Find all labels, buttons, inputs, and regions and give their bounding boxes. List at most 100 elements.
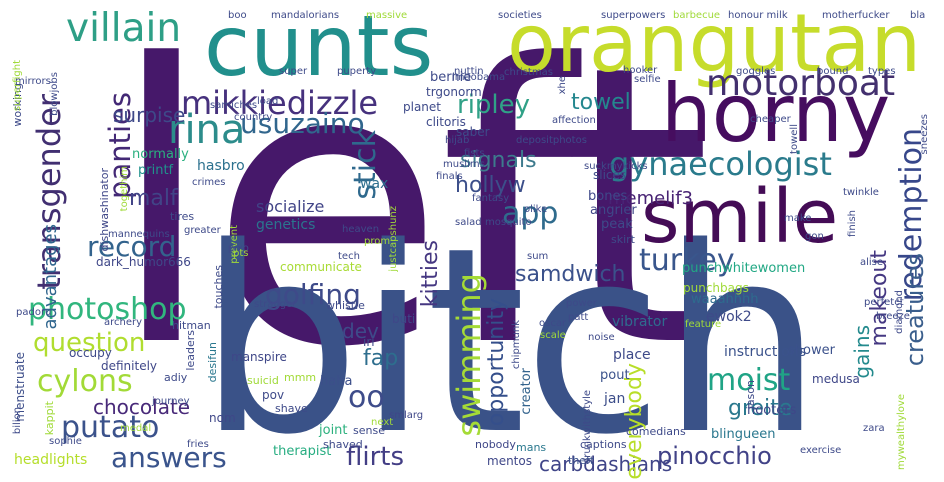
word: lmaobama bbox=[452, 72, 506, 83]
word: finish bbox=[847, 210, 858, 237]
word: hijab bbox=[445, 135, 470, 146]
word: question bbox=[33, 328, 146, 358]
word: pinocchio bbox=[657, 442, 772, 470]
word: moist bbox=[707, 363, 791, 398]
word: motorboat bbox=[706, 63, 896, 104]
word: sneezes bbox=[919, 114, 930, 155]
word: noise bbox=[588, 332, 615, 343]
word: communicate bbox=[280, 260, 362, 274]
word: golfing bbox=[265, 278, 361, 311]
word: fists bbox=[464, 148, 485, 159]
word: kappit bbox=[43, 401, 56, 436]
word: left bbox=[108, 0, 712, 431]
word: mentos bbox=[487, 454, 532, 468]
word: justcapshunz bbox=[388, 206, 399, 272]
word: load bbox=[257, 96, 279, 107]
word: finals bbox=[436, 171, 463, 182]
word: horny bbox=[661, 67, 891, 160]
word: flirts bbox=[346, 442, 405, 472]
word: honour milk bbox=[728, 10, 788, 21]
word: carbdashians bbox=[539, 452, 673, 476]
word: socialize bbox=[256, 197, 325, 216]
word: turkey bbox=[639, 243, 735, 278]
word: samdwich bbox=[515, 262, 626, 287]
word: opportunity bbox=[484, 298, 509, 427]
word: diamond bbox=[894, 290, 905, 334]
word: cunts bbox=[204, 0, 434, 95]
word: cylons bbox=[37, 364, 133, 399]
word: surpise bbox=[113, 103, 186, 127]
word: leaders bbox=[184, 330, 197, 371]
word: shave bbox=[275, 402, 308, 415]
word: blingueen bbox=[711, 427, 776, 442]
word: societies bbox=[498, 10, 542, 21]
word: answers bbox=[111, 441, 227, 474]
word: mans bbox=[516, 441, 547, 454]
word: gon bbox=[805, 231, 824, 242]
word: hasbro bbox=[197, 158, 245, 174]
word: bitch bbox=[198, 193, 823, 482]
word: archery bbox=[104, 317, 143, 328]
word: scale bbox=[540, 330, 566, 341]
word: christmas bbox=[504, 67, 553, 78]
word: superfight bbox=[12, 60, 23, 112]
word: captions bbox=[580, 438, 627, 451]
word: ripley bbox=[457, 90, 531, 120]
word: twinkle bbox=[843, 187, 879, 198]
word: hooker bbox=[623, 65, 658, 76]
word: mandalorians bbox=[271, 10, 340, 21]
word: bla bbox=[910, 10, 926, 21]
word: touches bbox=[212, 265, 225, 309]
word: fap bbox=[363, 346, 399, 371]
word: punchwhitewomen bbox=[682, 261, 806, 276]
word: puperty bbox=[337, 66, 377, 77]
word: haha bbox=[320, 374, 353, 389]
word: adiy bbox=[164, 371, 188, 384]
word: bilion bbox=[12, 407, 23, 435]
word: sum bbox=[527, 251, 549, 262]
word: types bbox=[868, 66, 896, 77]
word: punchbags bbox=[683, 281, 749, 295]
word: ewok2 bbox=[706, 309, 752, 325]
word: photoshop bbox=[28, 292, 187, 327]
word: desifun bbox=[206, 342, 219, 383]
word: oscar bbox=[539, 318, 567, 329]
word: tech bbox=[338, 251, 360, 262]
word: whistle bbox=[326, 299, 365, 312]
word: selfie bbox=[634, 74, 661, 85]
word: usuzaino bbox=[240, 107, 365, 140]
word: swimming bbox=[450, 273, 488, 437]
word: nobody bbox=[475, 438, 516, 451]
word: clitoris bbox=[426, 115, 466, 129]
word: sophie bbox=[49, 436, 82, 447]
word: massive bbox=[366, 10, 408, 21]
word: drunkwithstyle bbox=[582, 390, 593, 465]
word: normally bbox=[132, 147, 189, 162]
word: orangutan bbox=[507, 0, 922, 90]
word: memelif3 bbox=[608, 188, 694, 209]
word: mosquito bbox=[485, 217, 532, 228]
word: jan bbox=[604, 391, 626, 407]
word: mywealthylove bbox=[896, 394, 907, 471]
word: hooters bbox=[747, 403, 797, 418]
word: perfetct bbox=[864, 297, 904, 308]
word: padoru bbox=[16, 307, 52, 318]
word: therapist bbox=[273, 444, 332, 459]
word: pov bbox=[262, 388, 285, 402]
word: headlights bbox=[14, 452, 88, 468]
word: mirrors bbox=[15, 76, 51, 87]
word: muslims bbox=[443, 159, 485, 170]
word: sense bbox=[353, 424, 385, 437]
word: buti bbox=[392, 312, 416, 326]
word: chipmunk bbox=[511, 320, 522, 370]
word: suicid bbox=[247, 374, 279, 387]
word: super bbox=[279, 66, 308, 77]
word: patt bbox=[568, 312, 589, 323]
word: crimes bbox=[192, 177, 226, 188]
word: waaahhhh bbox=[691, 292, 759, 307]
word: journey bbox=[152, 396, 190, 407]
word: prom bbox=[364, 236, 391, 247]
word: kitties bbox=[418, 240, 443, 308]
word: hitman bbox=[172, 319, 211, 332]
word: joint bbox=[319, 423, 348, 438]
